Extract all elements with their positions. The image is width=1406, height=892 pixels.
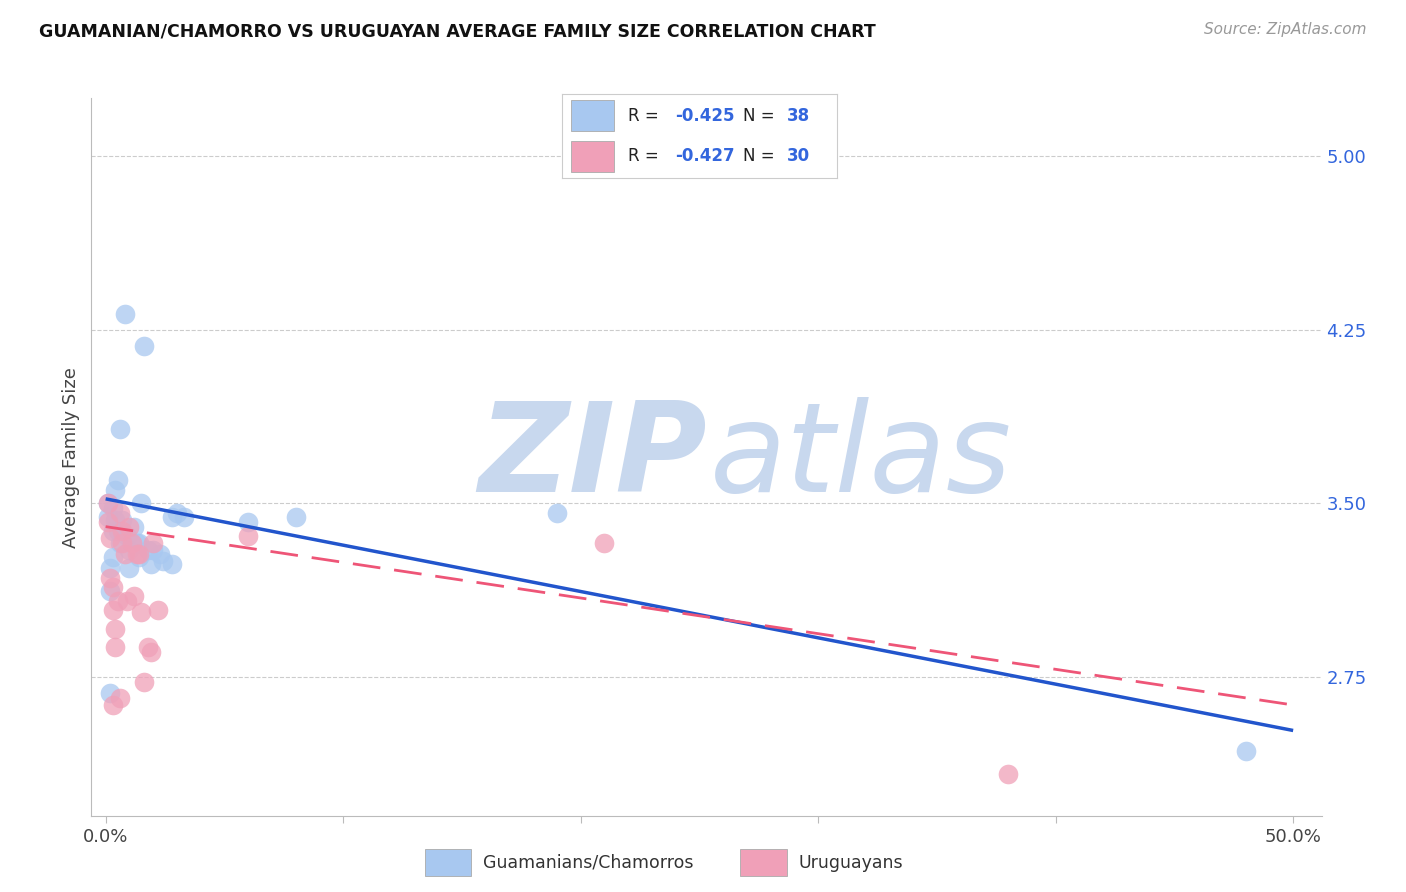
Point (108, 691, 131, 706)
Text: GUAMANIAN/CHAMORRO VS URUGUAYAN AVERAGE FAMILY SIZE CORRELATION CHART: GUAMANIAN/CHAMORRO VS URUGUAYAN AVERAGE … (39, 22, 876, 40)
Point (101, 580, 124, 594)
Point (139, 557, 162, 571)
Point (107, 594, 129, 608)
Point (138, 640, 160, 654)
Point (997, 767, 1019, 781)
Point (118, 542, 141, 557)
Point (111, 524, 134, 539)
Point (97, 496, 120, 510)
Point (97, 510, 120, 524)
Point (108, 536, 131, 550)
Text: Source: ZipAtlas.com: Source: ZipAtlas.com (1204, 22, 1367, 37)
Point (107, 473, 129, 487)
Point (125, 548, 148, 562)
Point (129, 496, 152, 510)
Point (166, 506, 188, 520)
Point (114, 548, 136, 562)
Text: Uruguayans: Uruguayans (799, 854, 904, 871)
Point (160, 510, 183, 524)
Text: Guamanians/Chamorros: Guamanians/Chamorros (484, 854, 695, 871)
Text: 38: 38 (787, 107, 810, 125)
Point (121, 536, 143, 550)
Point (128, 548, 150, 562)
Point (100, 571, 122, 585)
Point (146, 603, 169, 617)
Point (101, 698, 124, 712)
Point (128, 549, 150, 564)
Point (284, 510, 307, 524)
Point (108, 422, 131, 436)
Point (132, 674, 155, 689)
Point (142, 542, 165, 557)
FancyBboxPatch shape (425, 849, 471, 876)
Point (115, 594, 138, 608)
Point (107, 524, 129, 539)
Text: -0.425: -0.425 (675, 107, 734, 125)
Point (101, 549, 124, 564)
Text: ZIP: ZIP (478, 397, 706, 517)
Point (173, 510, 195, 524)
Point (236, 529, 259, 543)
Point (104, 622, 127, 636)
Point (122, 519, 145, 533)
Point (100, 561, 122, 575)
Point (160, 557, 183, 571)
FancyBboxPatch shape (571, 141, 614, 171)
Point (139, 645, 162, 659)
Text: R =: R = (628, 146, 664, 164)
FancyBboxPatch shape (571, 101, 614, 131)
Point (142, 536, 165, 550)
Point (101, 603, 124, 617)
Point (111, 513, 134, 527)
Point (593, 536, 616, 550)
Point (101, 524, 124, 539)
Point (236, 515, 259, 529)
Point (97, 496, 120, 510)
Point (128, 536, 150, 550)
FancyBboxPatch shape (740, 849, 786, 876)
Point (149, 548, 172, 562)
Point (97, 515, 120, 529)
Point (101, 501, 124, 516)
Point (129, 605, 152, 619)
Text: 30: 30 (787, 146, 810, 164)
Point (118, 519, 141, 533)
Point (138, 542, 160, 557)
Point (125, 536, 148, 550)
Text: N =: N = (744, 107, 780, 125)
Point (122, 589, 145, 603)
Point (118, 561, 141, 575)
Point (104, 640, 127, 654)
Y-axis label: Average Family Size: Average Family Size (62, 367, 80, 548)
Point (1234, 744, 1257, 758)
Point (100, 584, 122, 599)
Text: R =: R = (628, 107, 664, 125)
Point (100, 531, 122, 545)
Point (546, 506, 568, 520)
Point (104, 483, 127, 497)
Point (111, 536, 134, 550)
Text: -0.427: -0.427 (675, 146, 734, 164)
Point (108, 506, 131, 520)
Point (100, 686, 122, 700)
Point (132, 339, 155, 353)
Point (152, 554, 174, 568)
Point (115, 529, 138, 543)
Point (104, 513, 127, 527)
Text: atlas: atlas (710, 397, 1012, 517)
Text: N =: N = (744, 146, 780, 164)
Point (114, 307, 136, 321)
